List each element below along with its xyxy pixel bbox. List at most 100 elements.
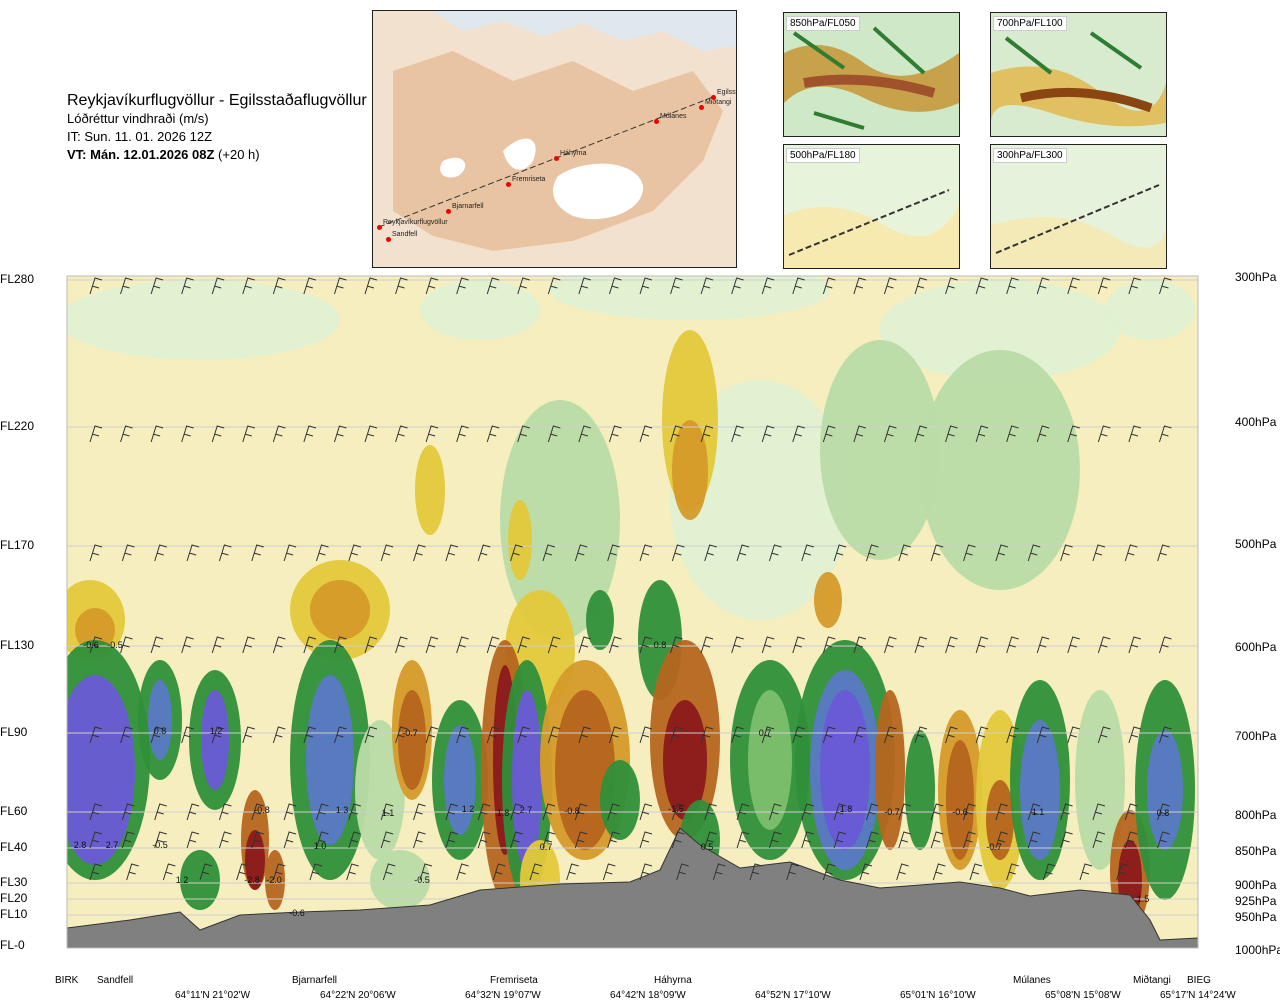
wind-barb [1097, 726, 1111, 744]
wind-barb [348, 544, 361, 562]
wind-barb [303, 636, 317, 654]
wind-barb [236, 863, 249, 881]
coordinate-label: 64°22'N 20°06'W [320, 990, 396, 1001]
terrain-fill [67, 827, 1198, 948]
wind-barb [639, 831, 653, 849]
wind-barb [671, 544, 685, 562]
wind-barb [1067, 636, 1080, 654]
wind-barb [883, 425, 897, 443]
wind-barb [639, 277, 653, 295]
wind-barb [930, 803, 944, 821]
wind-barb [211, 636, 225, 654]
wind-barb [242, 425, 255, 443]
wind-barb [945, 726, 958, 744]
wind-barb [574, 803, 588, 821]
flight-level-label: FL40 [0, 840, 28, 854]
field-contour [820, 340, 940, 560]
pressure-level-label: 900hPa [1235, 878, 1277, 892]
level-map-850: 850hPa/FL050 [783, 12, 960, 137]
wind-barb [833, 803, 847, 821]
wind-barb [315, 803, 329, 821]
field-contour [663, 700, 707, 820]
route-point-label: Múlanes [660, 113, 687, 120]
route-point-label: Háhyrna [560, 150, 587, 157]
wind-barb [671, 831, 685, 849]
wind-barb [700, 277, 714, 295]
value-label: 0.7 [759, 728, 772, 738]
wind-barb [833, 544, 847, 562]
flight-level-label: FL130 [0, 638, 35, 652]
pressure-level-label: 925hPa [1235, 894, 1277, 908]
wind-barb [639, 544, 653, 562]
wind-barb [89, 726, 103, 744]
level-map-700-label: 700hPa/FL100 [993, 16, 1067, 31]
value-label: 0.7 [540, 842, 553, 852]
valid-time-row: VT: Mán. 12.01.2026 08Z (+20 h) [67, 147, 260, 162]
flight-level-label: FL-0 [0, 938, 25, 952]
wind-barb [1027, 544, 1041, 562]
field-contour [814, 572, 842, 628]
wind-barb [670, 277, 683, 295]
wind-barb [768, 803, 782, 821]
value-label: -0.5 [107, 640, 123, 650]
wind-barb [975, 636, 989, 654]
wind-barb [445, 803, 459, 821]
wind-barb [456, 425, 469, 443]
wind-barb [833, 831, 847, 849]
wind-barb [315, 544, 329, 562]
field-contour [880, 280, 1120, 380]
location-label: Miðtangi [1133, 975, 1171, 986]
wind-barb [395, 726, 408, 744]
value-label: 2.8 [74, 840, 87, 850]
value-label: -0.6 [952, 807, 968, 817]
wind-barb [181, 425, 194, 443]
wind-barb [456, 277, 469, 295]
wind-barb [932, 863, 946, 881]
route-point-marker [554, 156, 559, 161]
wind-barb [1116, 863, 1129, 881]
wind-barb [456, 726, 469, 744]
wind-barb [456, 636, 469, 654]
value-label: 0.8 [1157, 808, 1170, 818]
field-contour [420, 280, 540, 340]
route-point-label: Miðtangi [705, 99, 732, 106]
field-contour [415, 445, 445, 535]
route-point-label: Sandfell [392, 231, 418, 238]
field-contour [820, 690, 870, 850]
wind-barb [853, 425, 867, 443]
wind-barb [395, 636, 408, 654]
pressure-level-label: 800hPa [1235, 808, 1277, 822]
wind-barb [639, 803, 653, 821]
wind-barb [761, 425, 775, 443]
wind-barb [700, 425, 714, 443]
wind-barb [700, 726, 714, 744]
wind-barb [883, 636, 897, 654]
wind-barb [242, 726, 255, 744]
value-label: 0.5 [701, 842, 714, 852]
wind-barb [676, 863, 689, 881]
field-contour [67, 675, 135, 865]
wind-barb [211, 425, 225, 443]
chart-subtitle: Lóðréttur vindhraði (m/s) [67, 111, 209, 126]
wind-barb [486, 425, 500, 443]
wind-barb [445, 544, 459, 562]
wind-barb [749, 863, 763, 881]
wind-barb [1158, 277, 1172, 295]
value-label: -0.6 [83, 640, 99, 650]
wind-barb [126, 863, 139, 881]
route-point-label: Bjarnarfell [452, 203, 484, 210]
wind-barb [1036, 636, 1050, 654]
wind-barb [945, 636, 958, 654]
wind-barb [89, 831, 103, 849]
wind-barb [1006, 863, 1019, 881]
wind-barb [251, 831, 264, 849]
wind-barb [792, 726, 805, 744]
field-contour [550, 276, 830, 320]
level-map-300-label: 300hPa/FL300 [993, 148, 1067, 163]
wind-barb [822, 636, 836, 654]
wind-barb [1060, 544, 1073, 562]
wind-barb [120, 277, 133, 295]
wind-barb [517, 277, 530, 295]
route-map: Reykjavíkurflugvöllur Sandfell Bjarnarfell… [372, 10, 737, 268]
wind-barb [283, 831, 297, 849]
